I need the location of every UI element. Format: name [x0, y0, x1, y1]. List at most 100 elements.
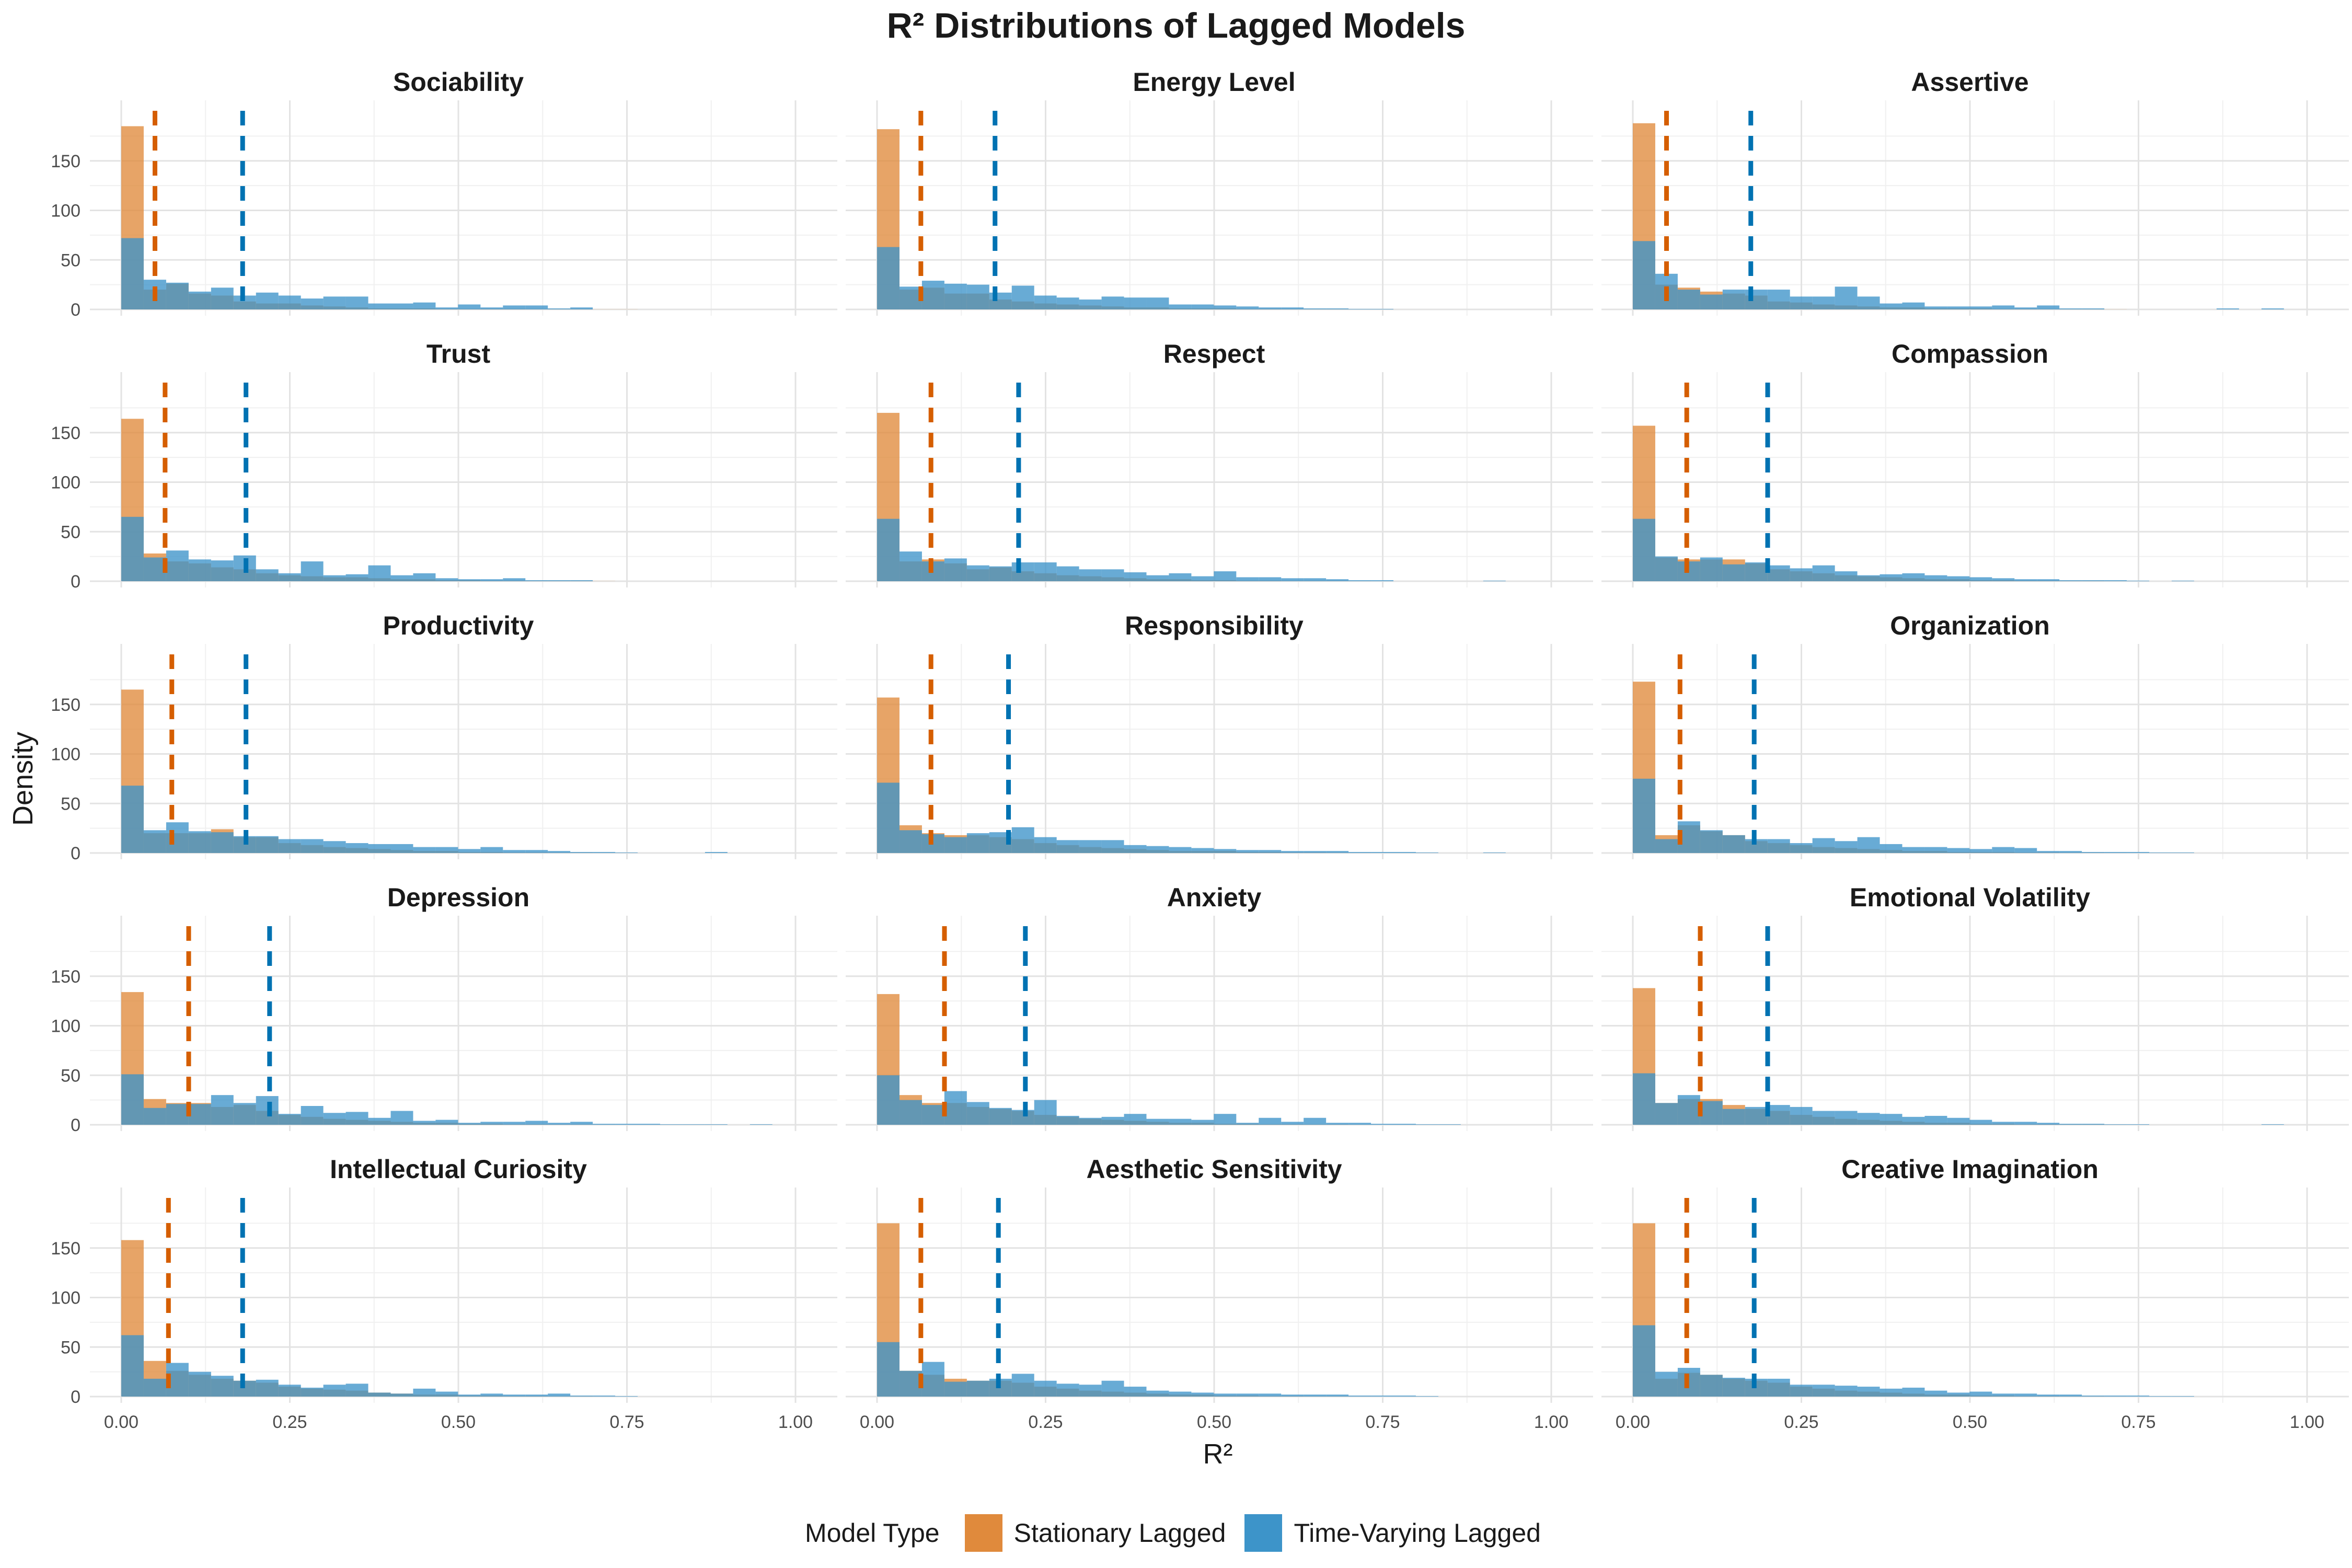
y-tick-label: 50 — [61, 1066, 80, 1086]
bar-time-varying — [278, 839, 301, 853]
bar-time-varying — [2127, 1396, 2150, 1397]
bar-time-varying — [570, 1396, 593, 1397]
bar-time-varying — [1146, 575, 1169, 581]
bar-time-varying — [1146, 1119, 1169, 1125]
bar-time-varying — [2171, 852, 2194, 853]
y-tick-label: 50 — [61, 1338, 80, 1357]
bar-time-varying — [525, 1394, 548, 1397]
panel-emotional-volatility: Emotional Volatility — [1601, 883, 2349, 1131]
bar-time-varying — [166, 282, 189, 309]
bar-time-varying — [211, 287, 234, 309]
bar-time-varying — [1034, 562, 1057, 581]
panel-respect: Respect — [846, 339, 1593, 587]
bar-time-varying — [1214, 571, 1237, 581]
y-tick-label: 0 — [71, 300, 80, 320]
bar-time-varying — [1191, 848, 1214, 853]
bar-time-varying — [1281, 578, 1304, 581]
bar-time-varying — [1371, 852, 1394, 853]
bar-time-varying — [503, 578, 526, 581]
bar-time-varying — [1011, 285, 1034, 309]
x-tick-label: 0.25 — [272, 1412, 307, 1432]
bar-time-varying — [1812, 1385, 1835, 1397]
bar-time-varying — [256, 292, 279, 309]
bar-time-varying — [1124, 845, 1147, 853]
bar-time-varying — [1191, 1120, 1214, 1125]
bar-time-varying — [2127, 852, 2150, 853]
bar-time-varying — [1348, 580, 1371, 581]
bar-time-varying — [1992, 847, 2015, 853]
bar-time-varying — [390, 1111, 413, 1125]
y-tick-label: 50 — [61, 794, 80, 814]
bar-time-varying — [256, 1379, 279, 1397]
bar-time-varying — [2082, 308, 2105, 309]
legend: Model Type Stationary Lagged Time-Varyin… — [0, 1509, 2352, 1557]
bar-time-varying — [525, 850, 548, 853]
bar-time-varying — [1655, 1103, 1678, 1125]
y-tick-label: 50 — [61, 250, 80, 270]
bar-time-varying — [278, 573, 301, 581]
bar-time-varying — [503, 850, 526, 853]
bar-time-varying — [899, 286, 922, 309]
bar-time-varying — [390, 303, 413, 309]
bar-time-varying — [1326, 1394, 1349, 1397]
panel-title: Assertive — [1911, 67, 2028, 97]
x-tick-label: 1.00 — [2290, 1412, 2324, 1432]
bar-time-varying — [1079, 840, 1102, 853]
bar-time-varying — [877, 518, 900, 581]
bar-time-varying — [2014, 848, 2037, 853]
y-tick-label: 100 — [51, 1017, 80, 1036]
bar-time-varying — [1633, 1325, 1655, 1397]
bar-time-varying — [413, 1388, 436, 1397]
bar-time-varying — [705, 852, 728, 853]
bar-time-varying — [1146, 1390, 1169, 1397]
bar-time-varying — [1483, 852, 1506, 853]
bar-time-varying — [944, 837, 967, 853]
y-tick-label: 100 — [51, 745, 80, 765]
bar-time-varying — [1101, 296, 1124, 309]
panel-title: Responsibility — [1125, 611, 1304, 640]
bar-time-varying — [368, 303, 391, 309]
y-tick-label: 100 — [51, 201, 80, 221]
bar-time-varying — [368, 565, 391, 581]
panel-title: Sociability — [393, 67, 524, 97]
bar-time-varying — [966, 1380, 989, 1397]
x-tick-label: 1.00 — [1534, 1412, 1569, 1432]
bar-time-varying — [2104, 852, 2127, 853]
bar-time-varying — [1079, 299, 1102, 309]
legend-item-stationary: Stationary Lagged — [964, 1514, 1226, 1552]
bar-time-varying — [1722, 835, 1745, 853]
bar-time-varying — [413, 302, 436, 309]
bar-time-varying — [1633, 778, 1655, 853]
x-tick-label: 0.00 — [860, 1412, 894, 1432]
bar-time-varying — [2082, 1396, 2105, 1397]
bar-time-varying — [2037, 579, 2060, 581]
bar-time-varying — [345, 1112, 368, 1125]
bar-time-varying — [2014, 1122, 2037, 1125]
bar-time-varying — [435, 578, 458, 581]
bar-time-varying — [1191, 1392, 1214, 1397]
bar-time-varying — [323, 296, 346, 309]
bar-time-varying — [1348, 1123, 1371, 1125]
legend-swatch-stationary — [964, 1514, 1002, 1552]
bar-time-varying — [1393, 852, 1416, 853]
bar-time-varying — [548, 308, 571, 309]
bar-time-varying — [143, 830, 166, 853]
bar-time-varying — [1969, 1391, 1992, 1397]
bar-time-varying — [1034, 1100, 1057, 1125]
bar-time-varying — [1415, 1124, 1438, 1125]
bar-time-varying — [966, 565, 989, 581]
x-tick-label: 0.25 — [1784, 1412, 1818, 1432]
y-tick-label: 150 — [51, 1239, 80, 1259]
bar-time-varying — [480, 307, 503, 309]
bar-time-varying — [1633, 1073, 1655, 1125]
bar-time-varying — [1722, 564, 1745, 581]
bar-time-varying — [1236, 1393, 1259, 1397]
bar-time-varying — [1415, 852, 1438, 853]
panel-compassion: Compassion — [1601, 339, 2349, 587]
bar-time-varying — [211, 1095, 234, 1125]
bar-time-varying — [1969, 1120, 1992, 1125]
y-tick-label: 100 — [51, 473, 80, 493]
bar-time-varying — [1722, 290, 1745, 309]
bar-time-varying — [1633, 518, 1655, 581]
bar-time-varying — [1700, 294, 1723, 309]
